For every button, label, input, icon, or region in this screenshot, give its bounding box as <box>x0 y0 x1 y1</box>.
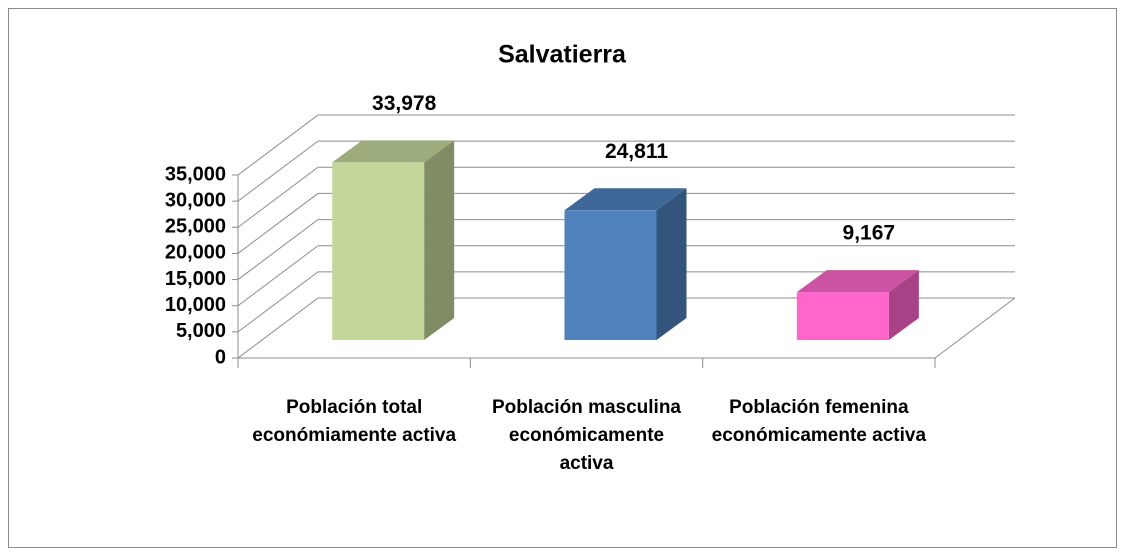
y-tick-label: 25,000 <box>165 216 226 238</box>
y-tick-label: 20,000 <box>165 242 226 264</box>
bar <box>564 210 657 340</box>
grid-line <box>237 140 1015 202</box>
grid-line <box>237 114 1015 176</box>
bar-top <box>564 188 687 211</box>
bar <box>796 292 889 340</box>
value-label: 9,167 <box>843 222 896 245</box>
value-label: 24,811 <box>605 140 668 163</box>
y-tick-label: 0 <box>215 346 226 368</box>
x-tick-label: Población femenina económicamente activa <box>711 397 927 446</box>
grid-line <box>237 166 1015 228</box>
grid-line <box>237 245 1015 307</box>
y-tick-label: 5,000 <box>176 320 226 342</box>
grid-line <box>237 219 1015 280</box>
grid-line <box>237 192 1015 254</box>
y-tick-label: 30,000 <box>165 189 226 211</box>
grid-line <box>237 271 1015 333</box>
bar-top <box>796 270 919 293</box>
x-tick-label: Población masculina económicamente activ… <box>492 397 681 474</box>
x-tick-label: Población total económiamente activa <box>252 397 457 446</box>
bar-side <box>888 270 919 340</box>
chart-title: Salvatierra <box>498 41 627 69</box>
y-tick-label: 15,000 <box>165 268 226 290</box>
bar-side <box>656 188 687 340</box>
value-label: 33,978 <box>372 92 437 115</box>
bar-side <box>424 140 455 340</box>
chart-frame <box>8 8 1117 548</box>
grid-line <box>237 297 1015 359</box>
bar-top <box>332 140 455 163</box>
bar <box>332 162 425 340</box>
y-tick-label: 35,000 <box>165 163 226 185</box>
y-tick-label: 10,000 <box>165 294 226 316</box>
